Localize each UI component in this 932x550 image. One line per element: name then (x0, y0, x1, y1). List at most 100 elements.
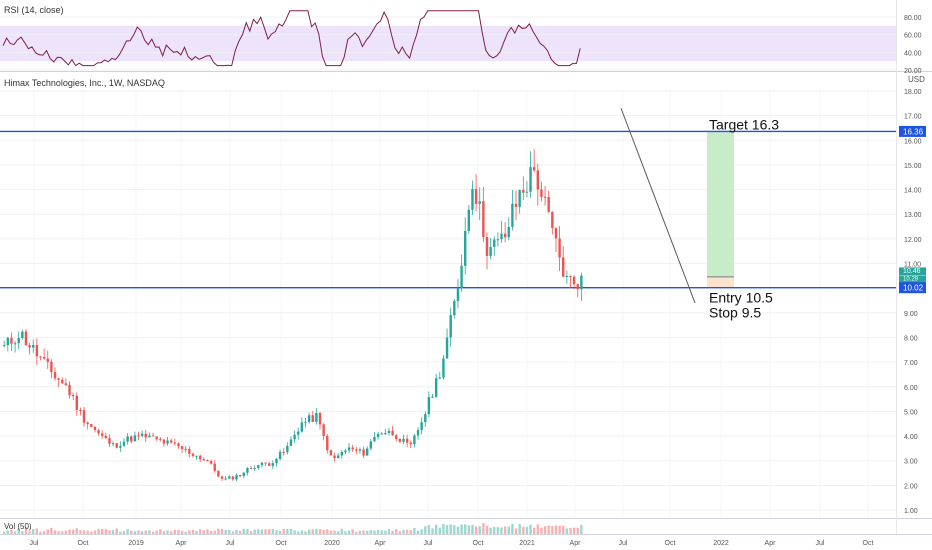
candle-body (90, 424, 93, 427)
volume-bar (282, 528, 285, 534)
volume-bar (24, 527, 28, 534)
volume-bar (177, 529, 180, 534)
candle-body (35, 345, 39, 357)
candle-body (329, 450, 333, 456)
candle-body (184, 448, 187, 450)
volume-bar (246, 529, 249, 534)
candle-body (405, 438, 409, 443)
volume-bar (442, 524, 445, 534)
volume-bar (260, 529, 264, 534)
candle-body (220, 476, 224, 479)
volume-bar (264, 529, 267, 534)
volume-bar (53, 530, 57, 534)
volume-bar (275, 530, 278, 534)
target-annotation: Target 16.3 (709, 116, 779, 132)
volume-bar (424, 526, 427, 534)
time-tick-label: Oct (276, 540, 287, 547)
candle-body (10, 337, 13, 344)
time-tick-label: Oct (78, 540, 89, 547)
candle-body (39, 356, 42, 358)
volume-bar (202, 530, 206, 534)
volume-bar (293, 530, 296, 534)
candle-body (387, 430, 391, 434)
volume-bar (565, 528, 569, 534)
candle-body (395, 435, 398, 439)
candle-body (32, 345, 35, 348)
volume-bar (304, 531, 307, 534)
volume-bar (315, 528, 318, 534)
price-tick-label: 9.00 (904, 311, 918, 318)
candle-body (224, 478, 227, 480)
volume-bar (427, 524, 431, 534)
descending-trendline[interactable] (620, 108, 696, 304)
svg-text:16.36: 16.36 (903, 127, 924, 136)
volume-bar (551, 525, 554, 534)
candle-body (111, 443, 115, 445)
candle-body (366, 448, 369, 456)
volume-bar (395, 529, 398, 534)
candle-body (17, 337, 20, 344)
candle-body (68, 385, 71, 396)
candle-body (471, 189, 474, 210)
candle-body (13, 343, 17, 345)
volume-bar (133, 531, 137, 534)
volume-bar (93, 530, 97, 534)
volume-bar (155, 530, 158, 534)
volume-bar (28, 531, 31, 534)
volume-bar (449, 524, 452, 534)
volume-bar (46, 529, 49, 534)
candle-body (278, 451, 282, 459)
volume-bar (130, 530, 133, 534)
volume-bar (253, 529, 256, 534)
candle-body (540, 189, 543, 197)
candle-body (474, 189, 478, 204)
volume-bar (13, 531, 17, 534)
rsi-tick-label: 60.00 (904, 33, 922, 40)
candle-body (140, 433, 144, 436)
candle-body (304, 421, 307, 423)
candle-body (362, 449, 365, 456)
volume-bar (271, 529, 275, 534)
volume-bar (126, 529, 129, 534)
candle-body (351, 447, 354, 450)
volume-bar (467, 525, 471, 534)
candle-body (242, 472, 245, 476)
candle-body (489, 246, 492, 256)
volume-bar (307, 529, 311, 534)
volume-bar (144, 530, 147, 534)
currency-label: USD (908, 75, 925, 84)
svg-text:10.29: 10.29 (903, 276, 919, 282)
volume-bar (90, 531, 93, 534)
candle-body (409, 442, 412, 445)
candle-body (420, 422, 423, 431)
stop-zone[interactable] (707, 276, 734, 288)
volume-bar (311, 529, 314, 534)
candle-body (286, 445, 289, 453)
volume-bar (500, 527, 503, 534)
candle-body (453, 301, 456, 316)
candle-body (562, 257, 565, 277)
candle-body (46, 358, 49, 362)
candle-body (434, 378, 438, 397)
rsi-tick-label: 80.00 (904, 15, 922, 22)
candle-body (529, 167, 532, 192)
volume-bar (17, 528, 20, 534)
price-axis: 18.00 17.00 16.00 15.00 14.00 13.00 12.00 11.00… (904, 89, 922, 515)
price-label-box-mid: 10.29 (899, 275, 926, 283)
candle-body (42, 357, 46, 359)
volume-bar (71, 529, 75, 534)
volume-bar (220, 528, 224, 534)
candle-body (507, 226, 510, 238)
price-tick-label: 18.00 (904, 89, 922, 96)
candle-body (267, 463, 271, 466)
volume-bar (525, 526, 529, 534)
time-tick-label: 2019 (128, 540, 144, 547)
volume-bar (464, 524, 467, 534)
candle-body (217, 470, 220, 477)
candle-body (442, 358, 445, 378)
target-zone[interactable] (707, 131, 734, 277)
volume-bar (420, 529, 423, 534)
time-tick-label: Jul (226, 540, 235, 547)
candle-body (485, 237, 489, 256)
time-tick-label: Jul (816, 540, 825, 547)
